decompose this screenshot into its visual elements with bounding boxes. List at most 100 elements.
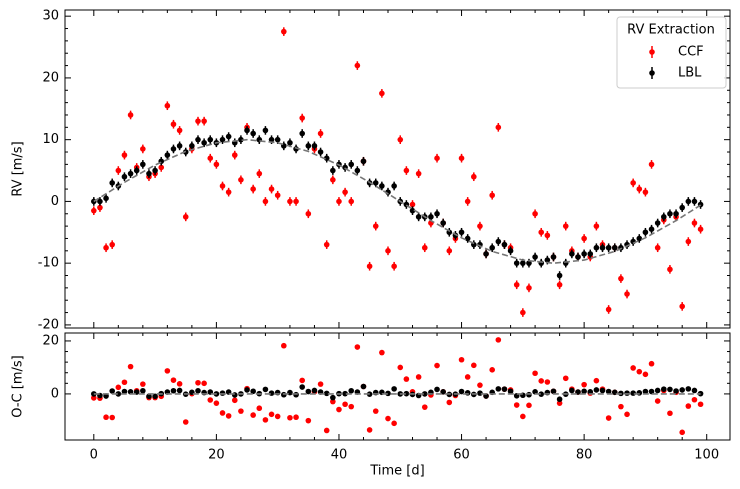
point (195, 379, 201, 386)
point (569, 251, 575, 257)
point (250, 130, 256, 137)
point (550, 254, 557, 260)
point (348, 198, 355, 205)
point (372, 180, 379, 186)
point (238, 177, 244, 183)
point (287, 414, 293, 421)
point (140, 161, 146, 168)
y-tick-label: -20 (38, 317, 59, 332)
point (391, 263, 397, 270)
point (489, 192, 495, 199)
point (685, 198, 692, 205)
point (311, 143, 318, 149)
point (403, 376, 410, 382)
point (685, 403, 692, 409)
point (520, 260, 526, 266)
point (140, 146, 146, 152)
y-tick-label: -10 (38, 256, 59, 271)
y-axis-label: RV [m/s] (11, 141, 26, 196)
point (379, 90, 385, 97)
point (336, 198, 342, 205)
x-tick-label: 0 (90, 448, 98, 463)
point (366, 263, 373, 270)
point (581, 381, 587, 388)
point (201, 139, 207, 146)
point (483, 251, 489, 257)
point (219, 410, 226, 416)
point (654, 220, 661, 226)
point (654, 244, 661, 251)
point (330, 167, 336, 174)
point (127, 363, 134, 370)
point (231, 392, 238, 398)
point (605, 415, 612, 421)
point (520, 309, 526, 316)
point (464, 374, 471, 380)
point (305, 417, 312, 424)
point (624, 411, 630, 418)
point (593, 223, 600, 229)
point (507, 248, 514, 254)
point (274, 136, 281, 143)
y-tick-label: 0 (51, 194, 59, 209)
point (434, 386, 440, 393)
point (299, 384, 305, 390)
point (446, 248, 453, 254)
point (152, 167, 158, 174)
point (593, 377, 600, 384)
point (115, 391, 122, 397)
legend-box (616, 16, 727, 89)
point (489, 367, 495, 373)
point (409, 201, 416, 208)
point (299, 377, 305, 384)
point (385, 248, 391, 254)
point (311, 387, 318, 394)
point (532, 210, 538, 217)
point (673, 210, 679, 217)
point (624, 291, 630, 297)
point (477, 223, 483, 229)
point (170, 377, 177, 383)
point (434, 155, 440, 161)
point (146, 393, 152, 400)
y-tick-label: 20 (42, 333, 59, 348)
point (513, 402, 520, 408)
point (109, 241, 115, 248)
point (213, 400, 220, 406)
legend-marker (649, 49, 655, 55)
point (103, 414, 109, 421)
point (140, 387, 146, 394)
point (434, 210, 440, 217)
point (354, 167, 361, 174)
point (372, 223, 379, 229)
point (428, 214, 434, 220)
point (391, 183, 397, 189)
point (648, 360, 655, 367)
point (599, 387, 606, 394)
point (562, 223, 569, 229)
point (550, 388, 557, 395)
point (526, 260, 532, 266)
point (330, 394, 336, 401)
point (268, 186, 275, 192)
point (354, 62, 361, 69)
point (182, 419, 189, 425)
point (458, 229, 465, 236)
point (385, 415, 391, 422)
point (262, 386, 269, 393)
point (293, 198, 299, 205)
point (636, 186, 643, 192)
point (544, 379, 551, 385)
point (556, 400, 563, 406)
point (618, 275, 624, 282)
point (268, 136, 275, 143)
point (538, 391, 545, 397)
point (330, 398, 336, 405)
point (654, 398, 661, 404)
point (366, 427, 373, 433)
point (581, 388, 587, 395)
point (305, 210, 312, 217)
point (164, 368, 171, 374)
point (336, 406, 342, 413)
